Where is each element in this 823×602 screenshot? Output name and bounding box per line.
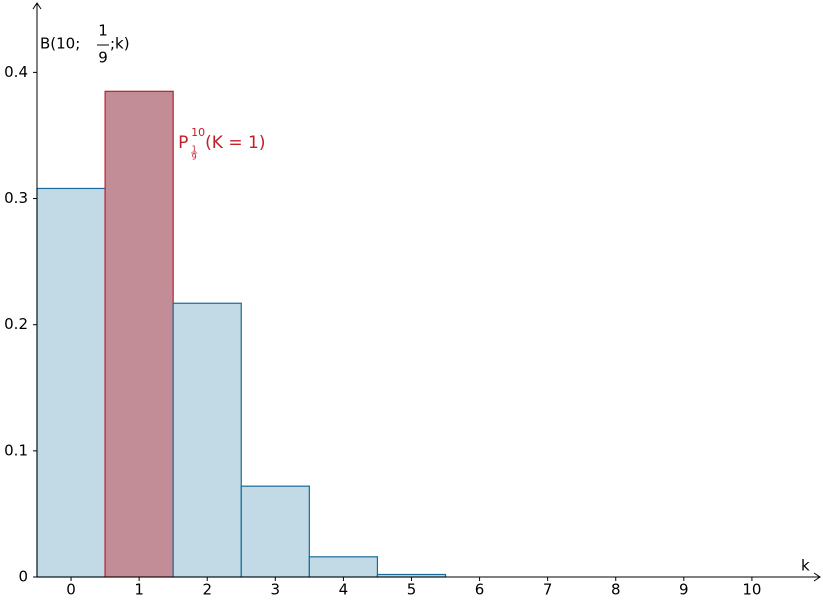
x-axis-label: k bbox=[801, 557, 810, 575]
x-axis bbox=[37, 572, 821, 582]
bar bbox=[104, 90, 174, 578]
bar bbox=[36, 187, 106, 578]
annotation-base: P bbox=[178, 133, 188, 153]
x-tick-label: 0 bbox=[66, 581, 76, 599]
y-label-suffix: ;k) bbox=[110, 35, 130, 53]
y-tick-label: 0 bbox=[18, 568, 28, 586]
y-axis-label: B(10; 1 9 ;k) bbox=[40, 22, 130, 67]
x-tick-label: 3 bbox=[271, 581, 281, 599]
x-tick-label: 8 bbox=[611, 581, 621, 599]
x-tick-label: 9 bbox=[679, 581, 689, 599]
y-tick-label: 0.2 bbox=[4, 315, 28, 333]
y-axis bbox=[32, 2, 42, 577]
y-label-num: 1 bbox=[98, 22, 108, 40]
x-tick-label: 7 bbox=[543, 581, 553, 599]
x-tick-label: 6 bbox=[475, 581, 485, 599]
annotation-sub-den: 9 bbox=[192, 153, 197, 162]
y-label-prefix: B(10; bbox=[40, 35, 80, 53]
bar bbox=[240, 485, 310, 578]
y-label-den: 9 bbox=[98, 49, 108, 67]
x-tick-label: 2 bbox=[202, 581, 212, 599]
x-tick-label: 5 bbox=[407, 581, 417, 599]
y-tick-label: 0.3 bbox=[4, 189, 28, 207]
y-tick-label: 0.1 bbox=[4, 441, 28, 459]
annotation-sub-num: 1 bbox=[192, 145, 197, 154]
x-tick-label: 10 bbox=[742, 581, 761, 599]
y-tick-label: 0.4 bbox=[4, 63, 28, 81]
bar bbox=[308, 556, 379, 578]
x-tick-label: 1 bbox=[134, 581, 144, 599]
bar bbox=[172, 302, 242, 578]
annotation-text: (K = 1) bbox=[205, 133, 265, 153]
annotation-sup: 10 bbox=[191, 126, 205, 139]
x-tick-label: 4 bbox=[339, 581, 349, 599]
